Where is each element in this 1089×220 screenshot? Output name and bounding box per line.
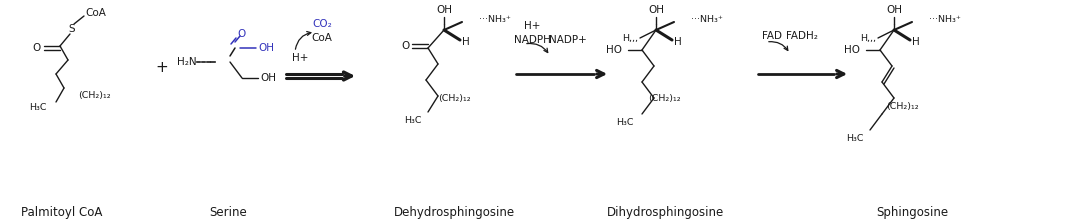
Text: Serine: Serine — [209, 205, 247, 218]
Text: HO: HO — [605, 45, 622, 55]
Text: H₂N: H₂N — [178, 57, 197, 67]
Text: H₃C: H₃C — [404, 116, 423, 125]
Text: HO: HO — [844, 45, 860, 55]
Text: ···NH₃⁺: ···NH₃⁺ — [479, 15, 511, 24]
Text: FAD: FAD — [762, 31, 782, 41]
Text: NADPH: NADPH — [514, 35, 550, 45]
Text: OH: OH — [648, 5, 664, 15]
Text: H,,,: H,,, — [622, 33, 638, 42]
Text: Dihydrosphingosine: Dihydrosphingosine — [608, 205, 724, 218]
Text: OH: OH — [258, 43, 274, 53]
Text: H+: H+ — [524, 21, 540, 31]
Text: OH: OH — [436, 5, 452, 15]
Text: Palmitoyl CoA: Palmitoyl CoA — [22, 205, 102, 218]
Text: NADP+: NADP+ — [549, 35, 587, 45]
Text: +: + — [156, 61, 169, 75]
Text: H₃C: H₃C — [616, 117, 634, 126]
Text: CO₂: CO₂ — [313, 19, 332, 29]
Text: O: O — [237, 29, 246, 39]
Text: OH: OH — [886, 5, 902, 15]
Text: S: S — [69, 24, 75, 34]
Text: CoA: CoA — [311, 33, 332, 43]
Text: Dehydrosphingosine: Dehydrosphingosine — [393, 205, 515, 218]
Text: (CH₂)₁₂: (CH₂)₁₂ — [648, 94, 681, 103]
Text: CoA: CoA — [85, 8, 106, 18]
Text: OH: OH — [260, 73, 276, 83]
Text: H: H — [674, 37, 682, 47]
Text: Sphingosine: Sphingosine — [876, 205, 949, 218]
Text: H₃C: H₃C — [846, 134, 864, 143]
Text: H₃C: H₃C — [29, 103, 47, 112]
Text: ···NH₃⁺: ···NH₃⁺ — [929, 15, 960, 24]
Text: H+: H+ — [292, 53, 308, 63]
Text: FADH₂: FADH₂ — [786, 31, 818, 41]
Text: O: O — [402, 41, 411, 51]
Text: ···NH₃⁺: ···NH₃⁺ — [692, 15, 723, 24]
Text: (CH₂)₁₂: (CH₂)₁₂ — [885, 101, 918, 110]
Text: O: O — [33, 43, 41, 53]
Text: (CH₂)₁₂: (CH₂)₁₂ — [78, 90, 111, 99]
Text: (CH₂)₁₂: (CH₂)₁₂ — [438, 94, 470, 103]
Text: H,,,: H,,, — [860, 33, 876, 42]
Text: H: H — [913, 37, 920, 47]
Text: H: H — [462, 37, 469, 47]
